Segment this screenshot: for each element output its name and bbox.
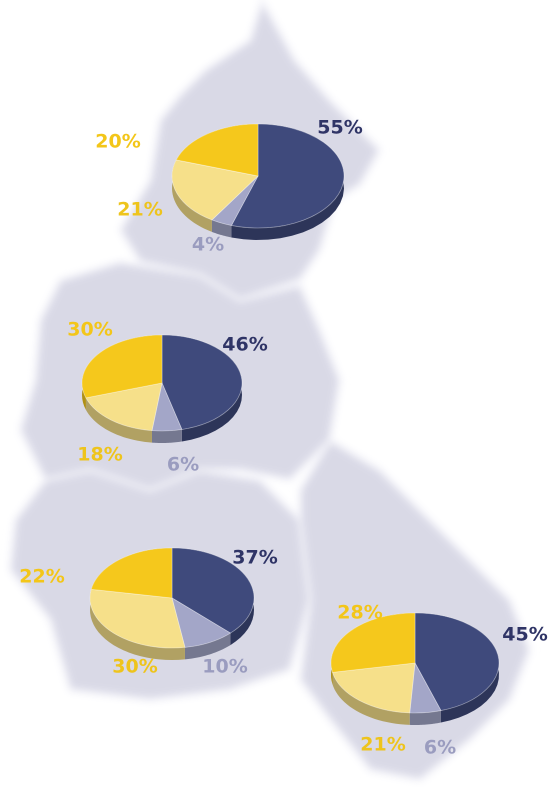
pie-slice-side: [90, 589, 185, 660]
pie-slice: [211, 175, 259, 226]
pie-slice: [331, 662, 416, 714]
value-label: 21%: [117, 199, 162, 221]
pie-slice-side: [211, 219, 232, 238]
value-label: 6%: [424, 737, 456, 759]
value-label: 6%: [167, 454, 199, 476]
pie-slice: [409, 661, 442, 714]
value-label: 4%: [192, 234, 224, 256]
pie-slice: [414, 612, 500, 712]
value-label: 10%: [202, 656, 247, 678]
value-label: 18%: [77, 444, 122, 466]
pie-slice-side: [409, 710, 441, 725]
value-label: 30%: [67, 319, 112, 341]
value-label: 28%: [337, 602, 382, 624]
pie-slice-side: [184, 633, 231, 660]
pie-slice: [230, 123, 345, 229]
value-label: 37%: [232, 547, 277, 569]
pie-slice: [151, 381, 183, 432]
pie-slice: [171, 547, 255, 634]
value-label: 45%: [502, 624, 547, 646]
pie-slice-side: [231, 124, 344, 240]
pie-slice-side: [332, 672, 410, 725]
pie-slice: [175, 123, 259, 177]
pie-slice: [161, 334, 243, 430]
region-southeast: [297, 437, 533, 783]
pie-slice: [89, 588, 186, 649]
value-label: 46%: [222, 334, 267, 356]
pie-slice-side: [151, 429, 182, 443]
pie-slice: [330, 612, 416, 673]
pie-slice: [171, 159, 259, 221]
pie-slice: [81, 334, 163, 399]
pie-slice: [85, 382, 163, 432]
value-label: 30%: [112, 656, 157, 678]
pie-slice: [90, 547, 173, 599]
pie-slice: [171, 597, 232, 648]
value-label: 55%: [317, 117, 362, 139]
value-label: 21%: [360, 734, 405, 756]
value-label: 20%: [95, 131, 140, 153]
value-label: 22%: [19, 566, 64, 588]
pie-slice-side: [85, 397, 152, 443]
